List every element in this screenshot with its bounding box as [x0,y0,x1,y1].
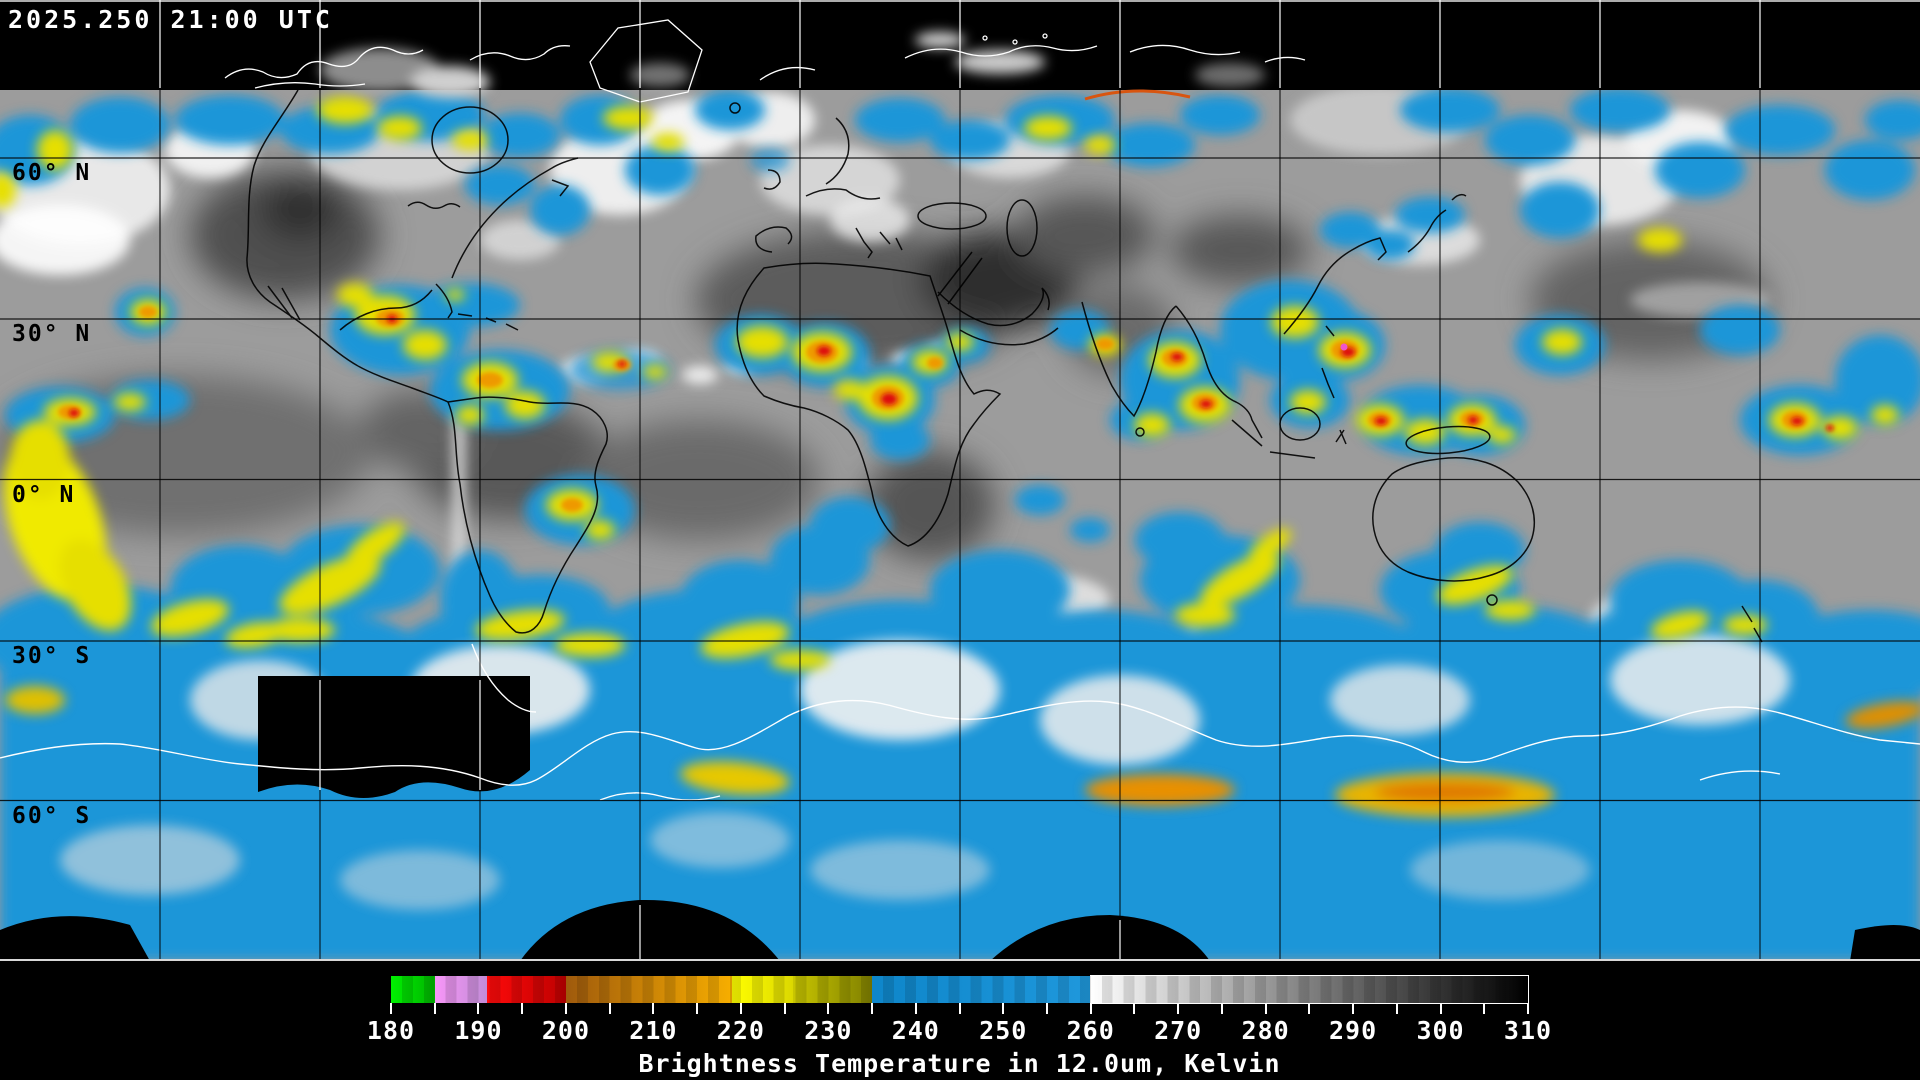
colorbar-tick-275 [1220,1003,1223,1014]
colorbar-tick-215 [696,1003,699,1014]
lat-label-0n: 0° N [12,482,76,508]
southern-white-clouds [60,635,1790,910]
lat-label-60n: 60° N [12,160,92,186]
colorbar-segment-219-226 [732,976,794,1003]
colorbar-label-200: 200 [541,1016,590,1045]
colorbar-segment-226-235 [793,976,873,1003]
colorbar-segment-235-260 [872,976,1091,1003]
satellite-imagery [0,0,1920,961]
colorbar-segment-260-310 [1090,976,1528,1003]
colorbar-tick-245 [958,1003,961,1014]
colorbar-label-240: 240 [891,1016,940,1045]
colorbar-tick-labels: 180 190 200 210 220 230 240 250 260 270 280 290 300 3… [367,1016,1551,1046]
colorbar-tick-205 [608,1003,611,1014]
lat-label-30n: 30° N [12,321,92,347]
colorbar-tick-255 [1045,1003,1048,1014]
colorbar-label-210: 210 [629,1016,678,1045]
colorbar-tick-305 [1483,1003,1486,1014]
colorbar-segment-200-219 [565,976,733,1003]
magenta-overshoot-dot [1340,343,1348,351]
colorbar-tick-210 [652,1003,655,1014]
colorbar-label-250: 250 [979,1016,1028,1045]
colorbar-tick-280 [1264,1003,1267,1014]
colorbar-segment-185-191 [434,976,488,1003]
colorbar-label-230: 230 [804,1016,853,1045]
colorbar-tick-260 [1089,1003,1092,1014]
colorbar-label-260: 260 [1066,1016,1115,1045]
colorbar-caption: Brightness Temperature in 12.0um, Kelvin [638,1049,1281,1078]
colorbar-tick-230 [827,1003,830,1014]
colorbar-tick-270 [1177,1003,1180,1014]
colorbar-tick-250 [1002,1003,1005,1014]
lat-label-30s: 30° S [12,643,92,669]
colorbar-label-220: 220 [716,1016,765,1045]
colorbar-tick-235 [871,1003,874,1014]
colorbar-label-180: 180 [366,1016,416,1045]
colorbar-tick-295 [1395,1003,1398,1014]
colorbar-tick-195 [521,1003,524,1014]
colorbar-tick-240 [914,1003,917,1014]
colorbar-tick-285 [1308,1003,1311,1014]
satellite-map: 2025.250 21:00 UTC 60° N 30° N 0° N 30° … [0,0,1920,961]
colorbar-segment-180-185 [391,976,435,1003]
colorbar-tick-265 [1133,1003,1136,1014]
colorbar-label-280: 280 [1241,1016,1290,1045]
data-gap-patches [0,676,1920,961]
colorbar [391,976,1528,1003]
graticule [0,0,1920,961]
colorbar-ticks [390,1003,1529,1015]
colorbar-tick-200 [564,1003,567,1014]
colorbar-segment-191-200 [487,976,566,1003]
colorbar-tick-300 [1439,1003,1442,1014]
colorbar-tick-185 [433,1003,436,1014]
colorbar-label-270: 270 [1154,1016,1203,1045]
colorbar-tick-220 [739,1003,742,1014]
colorbar-tick-310 [1527,1003,1529,1014]
coastlines-white-arctic [224,19,1306,103]
colorbar-tick-190 [477,1003,480,1014]
lat-label-60s: 60° S [12,803,92,829]
colorbar-label-300: 300 [1416,1016,1465,1045]
colorbar-label-310: 310 [1503,1016,1553,1045]
timestamp: 2025.250 21:00 UTC [8,5,333,34]
colorbar-tick-180 [390,1003,392,1014]
colorbar-tick-225 [783,1003,786,1014]
colorbar-label-290: 290 [1328,1016,1378,1045]
colorbar-tick-290 [1352,1003,1355,1014]
red-core-layer [69,315,1834,431]
terminator-arc [1084,89,1191,101]
colorbar-label-190: 190 [454,1016,503,1045]
